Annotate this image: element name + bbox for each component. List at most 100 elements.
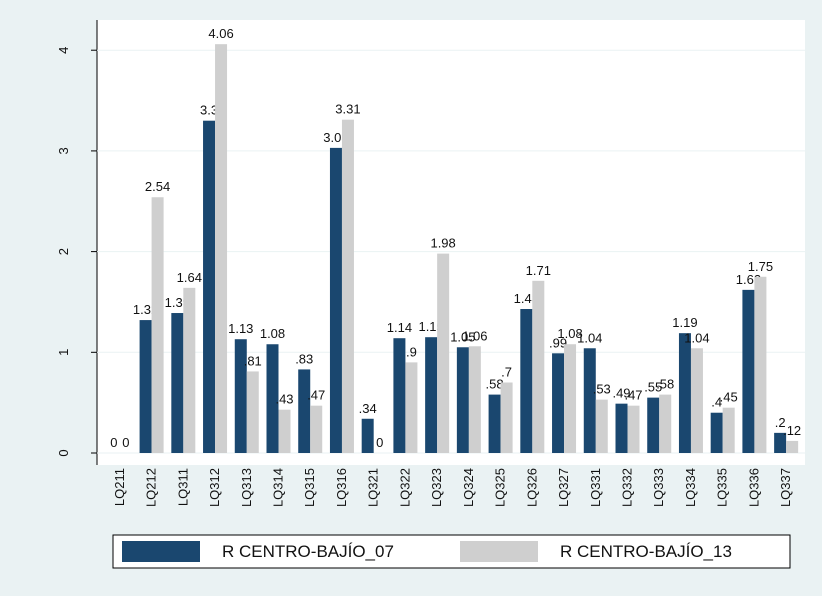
bar: [234, 339, 247, 453]
y-tick-label: 0: [56, 449, 71, 456]
y-tick-label: 1: [56, 349, 71, 356]
value-label: 0: [110, 435, 117, 450]
value-label: 1.71: [526, 263, 551, 278]
bar: [552, 353, 565, 453]
legend-label: R CENTRO-BAJÍO_13: [560, 542, 732, 561]
value-label: .49: [612, 386, 630, 401]
x-tick-label: LQ331: [588, 468, 603, 507]
bar: [468, 346, 481, 453]
x-tick-label: LQ336: [746, 468, 761, 507]
value-label: .83: [295, 351, 313, 366]
bar: [595, 399, 608, 453]
value-label: 1.14: [387, 320, 412, 335]
value-label: 1.75: [748, 259, 773, 274]
x-tick-label: LQ326: [524, 468, 539, 507]
legend-box: [112, 534, 791, 569]
x-tick-label: LQ312: [207, 468, 222, 507]
value-label: .4: [711, 395, 722, 410]
legend-swatch: [122, 541, 200, 562]
bar: [278, 409, 291, 453]
bar: [329, 147, 342, 453]
value-label: 1.05: [450, 329, 475, 344]
bar: [183, 287, 196, 453]
x-tick-label: LQ327: [556, 468, 571, 507]
bar: [583, 348, 596, 453]
x-tick-label: LQ321: [366, 468, 381, 507]
value-label: 1.13: [228, 321, 253, 336]
x-tick-label: LQ212: [144, 468, 159, 507]
bar: [425, 337, 438, 453]
value-label: .9: [406, 344, 417, 359]
bar: [405, 362, 418, 453]
x-tick-label: LQ315: [302, 468, 317, 507]
bar: [151, 197, 164, 453]
value-label: 3.31: [335, 102, 360, 117]
value-label: 1.04: [577, 330, 602, 345]
bar: [690, 348, 703, 453]
x-tick-label: LQ324: [461, 468, 476, 507]
bar: [203, 120, 216, 453]
x-tick-label: LQ337: [778, 468, 793, 507]
value-label: .47: [624, 388, 642, 403]
value-label: .58: [656, 377, 674, 392]
value-label: .99: [549, 335, 567, 350]
bar: [361, 418, 374, 453]
value-label: 2.54: [145, 179, 170, 194]
value-label: .53: [593, 382, 611, 397]
x-tick-label: LQ334: [683, 468, 698, 507]
value-label: .58: [486, 377, 504, 392]
value-label: .7: [501, 365, 512, 380]
legend-label: R CENTRO-BAJÍO_07: [222, 542, 394, 561]
bar: [393, 338, 406, 453]
bar: [627, 405, 640, 453]
bar: [488, 394, 501, 453]
x-tick-label: LQ325: [493, 468, 508, 507]
bar: [710, 412, 723, 453]
bar: [500, 382, 513, 453]
value-label: 0: [122, 435, 129, 450]
bar: [659, 394, 672, 453]
x-tick-label: LQ211: [112, 468, 127, 506]
value-label: .2: [775, 415, 786, 430]
bar: [266, 344, 279, 453]
bar: [786, 440, 799, 453]
bar: [437, 253, 450, 453]
bar: [341, 119, 354, 453]
bar: [298, 369, 311, 453]
x-tick-label: LQ323: [429, 468, 444, 507]
value-label: 1.19: [672, 315, 697, 330]
bar: [310, 405, 323, 453]
bar: [171, 313, 184, 453]
legend-swatch: [460, 541, 538, 562]
value-label: .12: [783, 423, 801, 438]
bar: [520, 309, 533, 453]
value-label: 1.06: [462, 328, 487, 343]
x-tick-label: LQ332: [620, 468, 635, 507]
bar: [532, 280, 545, 453]
value-label: .45: [720, 390, 738, 405]
x-tick-label: LQ311: [175, 468, 190, 506]
bar: [754, 276, 767, 453]
value-label: 1.04: [684, 330, 709, 345]
x-tick-label: LQ335: [715, 468, 730, 507]
y-tick-label: 3: [56, 147, 71, 154]
value-label: 1.98: [430, 236, 455, 251]
x-tick-label: LQ322: [397, 468, 412, 507]
bar: [564, 344, 577, 453]
x-tick-label: LQ316: [334, 468, 349, 507]
value-label: .81: [244, 353, 262, 368]
bar: [456, 347, 469, 453]
bar: [139, 320, 152, 453]
value-label: 1.08: [557, 326, 582, 341]
y-tick-label: 2: [56, 248, 71, 255]
x-tick-label: LQ333: [651, 468, 666, 507]
x-tick-label: LQ314: [271, 468, 286, 507]
value-label: .34: [359, 401, 377, 416]
value-label: .47: [307, 388, 325, 403]
value-label: 4.06: [208, 26, 233, 41]
value-label: .55: [644, 380, 662, 395]
bar: [615, 403, 628, 453]
bar: [246, 371, 259, 453]
bar: [722, 407, 735, 453]
